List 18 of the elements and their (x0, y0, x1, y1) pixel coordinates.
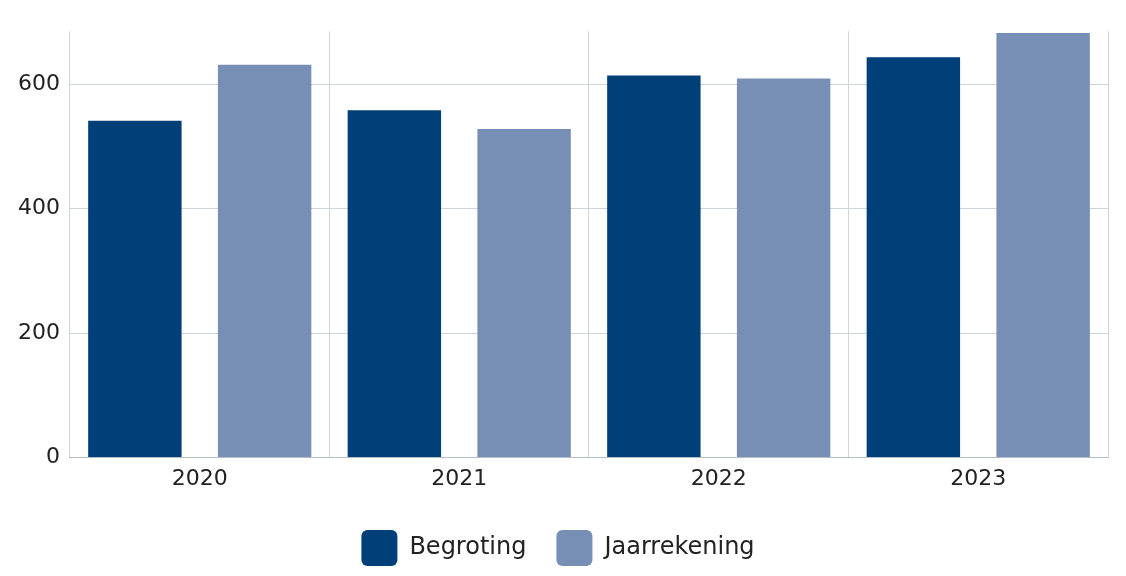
x-tick-label: 2020 (171, 464, 228, 490)
bar (607, 75, 701, 458)
legend-label: Jaarrekening (602, 532, 755, 561)
bar (866, 57, 961, 458)
bar (347, 110, 442, 458)
bar (736, 78, 831, 458)
x-tick-label: 2021 (431, 464, 488, 490)
y-tick-label: 600 (17, 69, 60, 95)
x-tick-label: 2022 (690, 464, 747, 490)
x-tick-label: 2023 (950, 464, 1007, 490)
y-tick-label: 200 (17, 318, 60, 344)
legend-label: Begroting (409, 532, 527, 561)
bar (217, 64, 312, 458)
bar (996, 33, 1090, 458)
y-tick-label: 0 (45, 443, 60, 469)
y-tick-label: 400 (17, 194, 60, 220)
bar (88, 120, 182, 458)
bar (477, 128, 571, 458)
